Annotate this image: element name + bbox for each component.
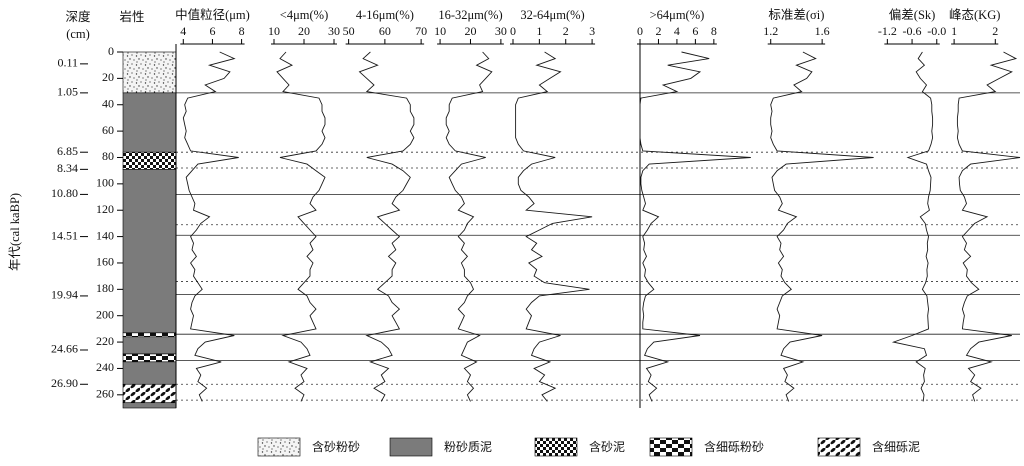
y-tick-label: 160 <box>96 255 114 269</box>
x-tick-label: 0 <box>637 24 643 38</box>
panel-title: 标准差(σi) <box>768 8 824 22</box>
x-tick-label: 1 <box>951 24 957 38</box>
y-tick-label: 80 <box>102 149 114 163</box>
legend-label: 含砂粉砂 <box>312 439 360 454</box>
x-tick-label: 2 <box>992 24 998 38</box>
age-label: 24.66 <box>51 342 78 356</box>
age-label: 14.51 <box>51 228 78 242</box>
age-label: 26.90 <box>51 376 78 390</box>
legend-swatch <box>649 437 693 457</box>
panel-title: 偏差(Sk) <box>889 7 936 22</box>
x-tick-label: 1.2 <box>763 24 778 38</box>
y-tick-label: 200 <box>96 307 114 321</box>
lithology-layer <box>122 151 177 170</box>
panel-title: 峰态(KG) <box>949 8 1000 22</box>
x-tick-label: -0.6 <box>903 24 922 38</box>
profile-line <box>276 51 326 402</box>
lithology-layer <box>122 383 177 404</box>
panel-title: 4-16μm(%) <box>356 8 414 22</box>
y-tick-label: 220 <box>96 334 114 348</box>
x-tick-label: 2 <box>655 24 661 38</box>
y-tick-label: 40 <box>102 96 114 110</box>
x-tick-label: 20 <box>464 24 476 38</box>
legend-label: 粉砂质泥 <box>444 440 492 454</box>
lithology-layer <box>122 51 177 94</box>
x-tick-label: 8 <box>711 24 717 38</box>
profile-line <box>956 51 1021 402</box>
x-tick-label: 6 <box>209 24 215 38</box>
y-tick-label: 120 <box>96 202 114 216</box>
x-tick-label: 1.6 <box>815 24 830 38</box>
panel-title: <4μm(%) <box>280 8 328 22</box>
y-tick-label: 0 <box>108 44 114 58</box>
lithology-layer <box>122 361 177 385</box>
profile-line <box>770 51 874 402</box>
profile-line <box>182 51 239 402</box>
x-tick-label: 10 <box>268 24 280 38</box>
age-label: 1.05 <box>57 85 78 99</box>
x-tick-label: 20 <box>298 24 310 38</box>
age-label: 10.80 <box>51 186 78 200</box>
profile-line <box>358 51 415 402</box>
legend-label: 含细砾粉砂 <box>704 439 764 454</box>
panel-title: 16-32μm(%) <box>438 8 502 22</box>
depth-unit: (cm) <box>66 27 90 41</box>
x-tick-label: 4 <box>180 24 186 38</box>
profile-line <box>445 51 493 402</box>
y-tick-label: 240 <box>96 360 114 374</box>
x-tick-label: 50 <box>343 24 355 38</box>
panel-title: >64μm(%) <box>650 8 705 22</box>
x-tick-label: 8 <box>239 24 245 38</box>
x-tick-label: 60 <box>379 24 391 38</box>
panel-title: 32-64μm(%) <box>520 8 584 22</box>
legend-swatch <box>257 437 301 457</box>
y-tick-label: 140 <box>96 228 114 242</box>
x-tick-label: 30 <box>495 24 507 38</box>
x-tick-label: 1 <box>536 24 542 38</box>
age-title: 年代(cal kaBP) <box>8 193 22 271</box>
x-tick-label: 70 <box>415 24 427 38</box>
y-tick-label: 180 <box>96 281 114 295</box>
profile-line <box>891 51 934 402</box>
lithology-layer <box>122 336 177 355</box>
x-tick-label: -1.2 <box>878 24 897 38</box>
x-tick-label: 3 <box>589 24 595 38</box>
y-tick-label: 100 <box>96 176 114 190</box>
y-tick-label: 60 <box>102 123 114 137</box>
x-tick-label: 30 <box>328 24 340 38</box>
legend-swatch <box>817 437 861 457</box>
lithology-layer <box>122 402 177 409</box>
x-tick-label: -0.0 <box>927 24 946 38</box>
lithology-layer <box>122 169 177 334</box>
legend-swatch <box>389 437 433 457</box>
depth-title: 深度 <box>65 9 91 24</box>
profile-line <box>639 51 751 402</box>
age-label: 0.11 <box>57 56 78 70</box>
x-tick-label: 10 <box>434 24 446 38</box>
x-tick-label: 0 <box>510 24 516 38</box>
y-tick-label: 20 <box>102 70 114 84</box>
age-label: 6.85 <box>57 144 78 158</box>
panel-title: 中值粒径(μm) <box>175 7 250 22</box>
lithology-title: 岩性 <box>119 9 144 24</box>
legend-swatch <box>534 437 578 457</box>
profile-line <box>515 51 593 402</box>
age-label: 19.94 <box>51 288 78 302</box>
lithology-layer <box>122 332 177 338</box>
legend-label: 含砂泥 <box>589 439 625 454</box>
age-label: 8.34 <box>57 161 78 175</box>
x-tick-label: 4 <box>674 24 680 38</box>
lithology-layer <box>122 353 177 363</box>
x-tick-label: 2 <box>563 24 569 38</box>
lithology-layer <box>122 92 177 153</box>
legend-label: 含细砾泥 <box>872 439 920 454</box>
x-tick-label: 6 <box>692 24 698 38</box>
y-tick-label: 260 <box>96 387 114 401</box>
